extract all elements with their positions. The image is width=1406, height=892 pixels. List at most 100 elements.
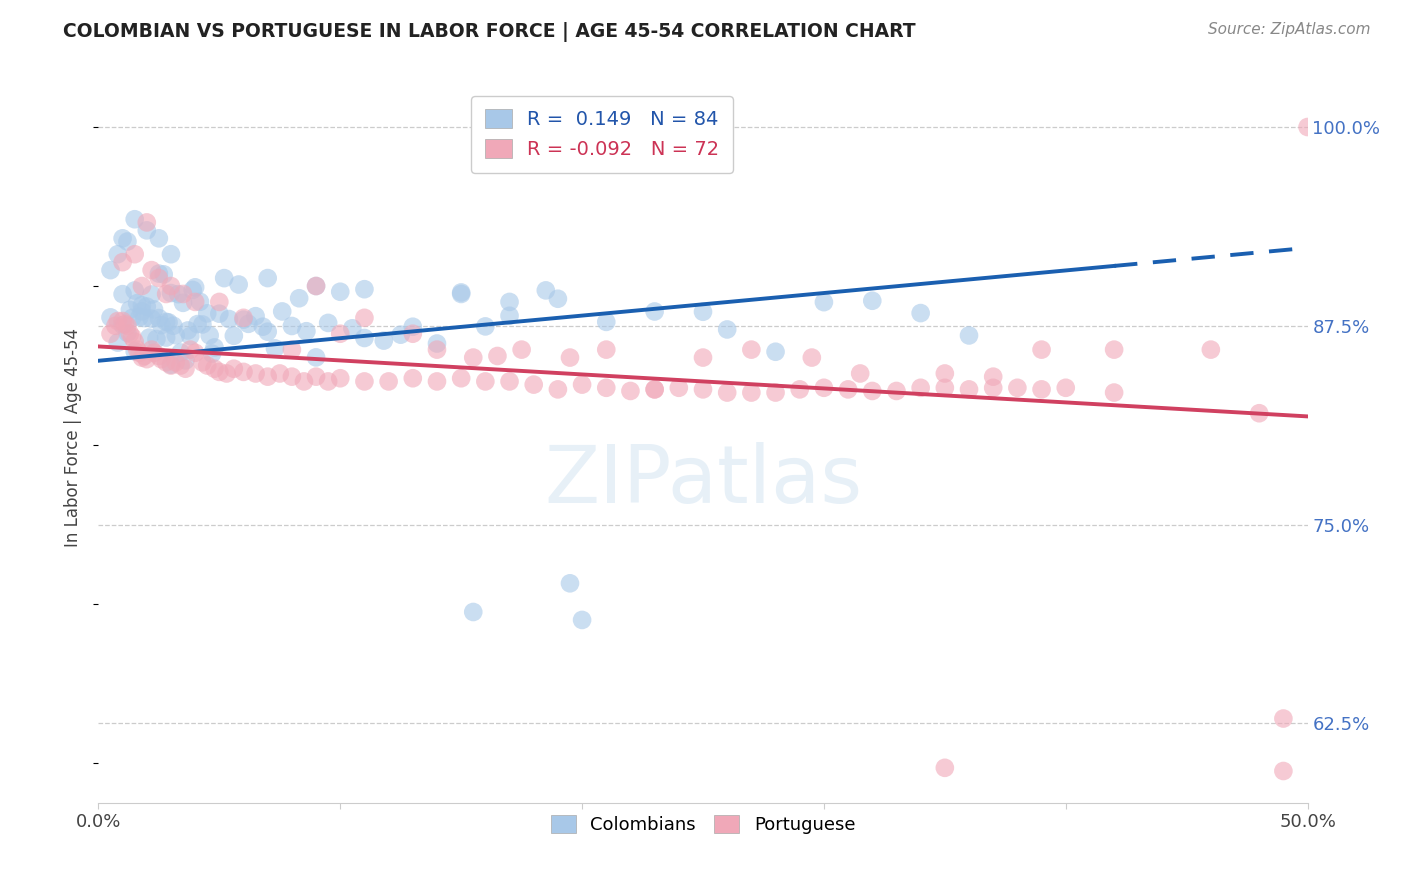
- Point: [124, 247, 146, 261]
- Point: [232, 312, 254, 326]
- Point: [124, 344, 146, 359]
- Point: [860, 293, 883, 308]
- Point: [644, 304, 666, 318]
- Point: [402, 319, 425, 334]
- Point: [849, 367, 872, 381]
- Point: [128, 310, 150, 324]
- Point: [121, 330, 143, 344]
- Point: [131, 304, 153, 318]
- Point: [558, 351, 581, 365]
- Point: [143, 346, 166, 360]
- Point: [162, 318, 184, 333]
- Point: [160, 359, 183, 373]
- Point: [463, 351, 485, 365]
- Point: [131, 351, 153, 365]
- Point: [1007, 381, 1029, 395]
- Point: [692, 383, 714, 397]
- Point: [595, 381, 617, 395]
- Point: [208, 365, 231, 379]
- Point: [716, 385, 738, 400]
- Point: [450, 371, 472, 385]
- Point: [172, 296, 194, 310]
- Point: [329, 285, 352, 299]
- Point: [184, 346, 207, 360]
- Point: [957, 328, 980, 343]
- Point: [169, 345, 191, 359]
- Point: [547, 292, 569, 306]
- Point: [523, 377, 546, 392]
- Point: [212, 271, 235, 285]
- Point: [148, 267, 170, 281]
- Point: [934, 761, 956, 775]
- Point: [692, 351, 714, 365]
- Point: [498, 375, 520, 389]
- Point: [486, 349, 509, 363]
- Point: [316, 375, 339, 389]
- Point: [256, 369, 278, 384]
- Point: [426, 343, 449, 357]
- Point: [619, 384, 641, 398]
- Point: [160, 247, 183, 261]
- Point: [886, 384, 908, 398]
- Point: [571, 377, 593, 392]
- Point: [789, 383, 811, 397]
- Point: [128, 346, 150, 360]
- Point: [124, 284, 146, 298]
- Point: [160, 358, 183, 372]
- Point: [201, 346, 224, 360]
- Point: [353, 282, 375, 296]
- Point: [910, 381, 932, 395]
- Point: [957, 383, 980, 397]
- Point: [245, 367, 267, 381]
- Point: [256, 271, 278, 285]
- Point: [135, 215, 157, 229]
- Point: [934, 367, 956, 381]
- Point: [134, 311, 156, 326]
- Point: [117, 235, 139, 249]
- Point: [150, 352, 173, 367]
- Point: [910, 306, 932, 320]
- Point: [204, 341, 226, 355]
- Point: [222, 328, 245, 343]
- Point: [179, 343, 201, 357]
- Point: [402, 371, 425, 385]
- Point: [571, 613, 593, 627]
- Point: [111, 287, 134, 301]
- Point: [181, 283, 204, 297]
- Point: [740, 343, 762, 357]
- Point: [342, 321, 364, 335]
- Point: [127, 296, 149, 310]
- Point: [148, 349, 170, 363]
- Point: [288, 291, 311, 305]
- Point: [141, 263, 163, 277]
- Point: [813, 381, 835, 395]
- Point: [155, 287, 177, 301]
- Point: [534, 284, 557, 298]
- Point: [837, 383, 859, 397]
- Point: [135, 300, 157, 314]
- Point: [100, 326, 122, 341]
- Point: [1272, 712, 1295, 726]
- Point: [1272, 764, 1295, 778]
- Point: [107, 247, 129, 261]
- Point: [498, 294, 520, 309]
- Point: [165, 328, 187, 343]
- Point: [595, 343, 617, 357]
- Point: [184, 294, 207, 309]
- Point: [281, 318, 304, 333]
- Point: [104, 318, 127, 333]
- Point: [295, 324, 318, 338]
- Point: [269, 367, 291, 381]
- Point: [813, 295, 835, 310]
- Point: [148, 271, 170, 285]
- Point: [765, 344, 787, 359]
- Point: [131, 298, 153, 312]
- Point: [222, 361, 245, 376]
- Point: [305, 279, 328, 293]
- Point: [127, 343, 149, 357]
- Point: [150, 318, 173, 333]
- Point: [208, 307, 231, 321]
- Point: [228, 277, 250, 292]
- Point: [450, 287, 472, 301]
- Point: [934, 381, 956, 395]
